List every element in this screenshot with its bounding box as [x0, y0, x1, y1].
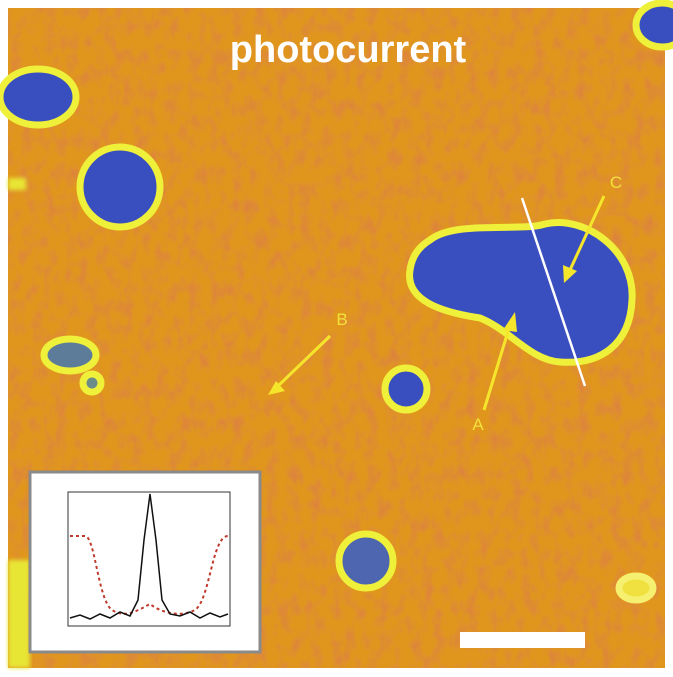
photocurrent-map: A B C photocurrent	[0, 0, 673, 677]
title: photocurrent	[230, 29, 467, 71]
label-b: B	[336, 310, 347, 329]
domain	[619, 576, 653, 600]
label-c: C	[610, 173, 622, 192]
label-a: A	[472, 415, 484, 434]
scale-bar	[460, 632, 585, 648]
domain	[0, 69, 76, 125]
domain	[83, 374, 101, 392]
inset	[30, 472, 260, 652]
inset-frame	[30, 472, 260, 652]
domain	[339, 534, 393, 588]
domain	[80, 147, 160, 227]
page: {"title": "photocurrent", "annotations":…	[0, 0, 673, 677]
domain	[385, 368, 427, 410]
domain	[44, 339, 96, 371]
domain	[636, 3, 673, 47]
